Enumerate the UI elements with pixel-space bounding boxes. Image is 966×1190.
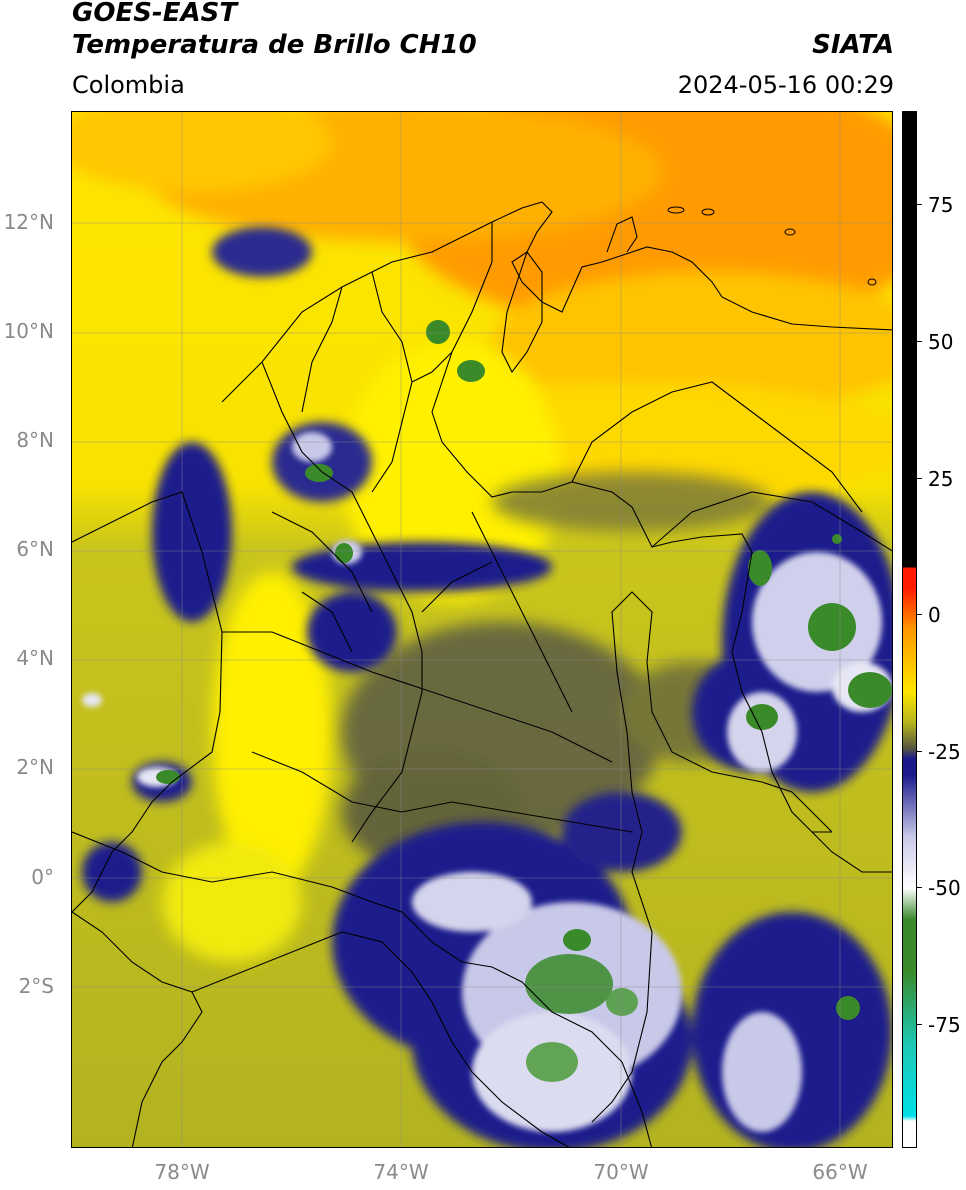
colorbar	[902, 111, 917, 1148]
boundaries	[72, 201, 892, 1147]
colorbar-label-minus75: -75	[928, 1013, 961, 1037]
lon-label-70w: 70°W	[593, 1160, 649, 1184]
islands	[667, 206, 877, 286]
colorbar-label-50: 50	[928, 330, 954, 354]
lat-label-0: 0°	[31, 865, 54, 889]
lat-label-2n: 2°N	[16, 755, 54, 779]
colorbar-tick	[917, 341, 922, 342]
colorbar-tick	[917, 478, 922, 479]
colorbar-label-75: 75	[928, 193, 954, 217]
satellite-title: GOES-EAST	[72, 0, 238, 28]
lon-label-74w: 74°W	[373, 1160, 429, 1184]
dept-lines-5	[251, 751, 633, 833]
caribbean-coast	[221, 201, 892, 403]
ecuador-coast	[72, 911, 203, 1147]
pacific-coast	[72, 491, 223, 913]
dept-lines-6	[271, 511, 373, 653]
satellite-map	[71, 111, 893, 1148]
dept-lines-4	[222, 631, 613, 763]
colombia-venezuela-border	[431, 222, 832, 833]
venezuela-states-2	[651, 491, 892, 552]
lat-label-2s: 2°S	[18, 974, 54, 998]
lat-label-10n: 10°N	[3, 319, 54, 343]
venezuela-states	[571, 381, 863, 513]
convection-green	[156, 320, 892, 1082]
colorbar-label-minus50: -50	[928, 876, 961, 900]
colorbar-tick	[917, 204, 922, 205]
lat-label-12n: 12°N	[3, 210, 54, 234]
colombia-south-border	[72, 831, 653, 1147]
colorbar-tick	[917, 614, 922, 615]
region-label: Colombia	[72, 71, 185, 99]
dept-lines-3	[301, 286, 453, 413]
datetime-label: 2024-05-16 00:29	[677, 71, 894, 99]
brazil-border	[591, 591, 833, 1123]
lat-label-8n: 8°N	[16, 428, 54, 452]
dept-lines-7	[421, 511, 573, 713]
lat-label-6n: 6°N	[16, 537, 54, 561]
colorbar-label-minus25: -25	[928, 740, 961, 764]
gridlines	[72, 112, 892, 1147]
guyana-border	[811, 831, 892, 873]
colorbar-tick	[917, 887, 922, 888]
colorbar-label-0: 0	[928, 603, 941, 627]
paraguana	[606, 216, 638, 253]
colorbar-tick	[917, 1024, 922, 1025]
peru-border	[191, 931, 570, 1147]
yellow-region	[162, 342, 562, 962]
organization-label: SIATA	[812, 30, 894, 60]
lon-label-78w: 78°W	[154, 1160, 210, 1184]
product-title: Temperatura de Brillo CH10	[72, 30, 477, 60]
maracaibo	[501, 250, 543, 374]
lat-label-4n: 4°N	[16, 646, 54, 670]
colorbar-tick	[917, 751, 922, 752]
lon-label-66w: 66°W	[812, 1160, 868, 1184]
dept-lines-1	[261, 361, 423, 843]
colorbar-label-25: 25	[928, 467, 954, 491]
